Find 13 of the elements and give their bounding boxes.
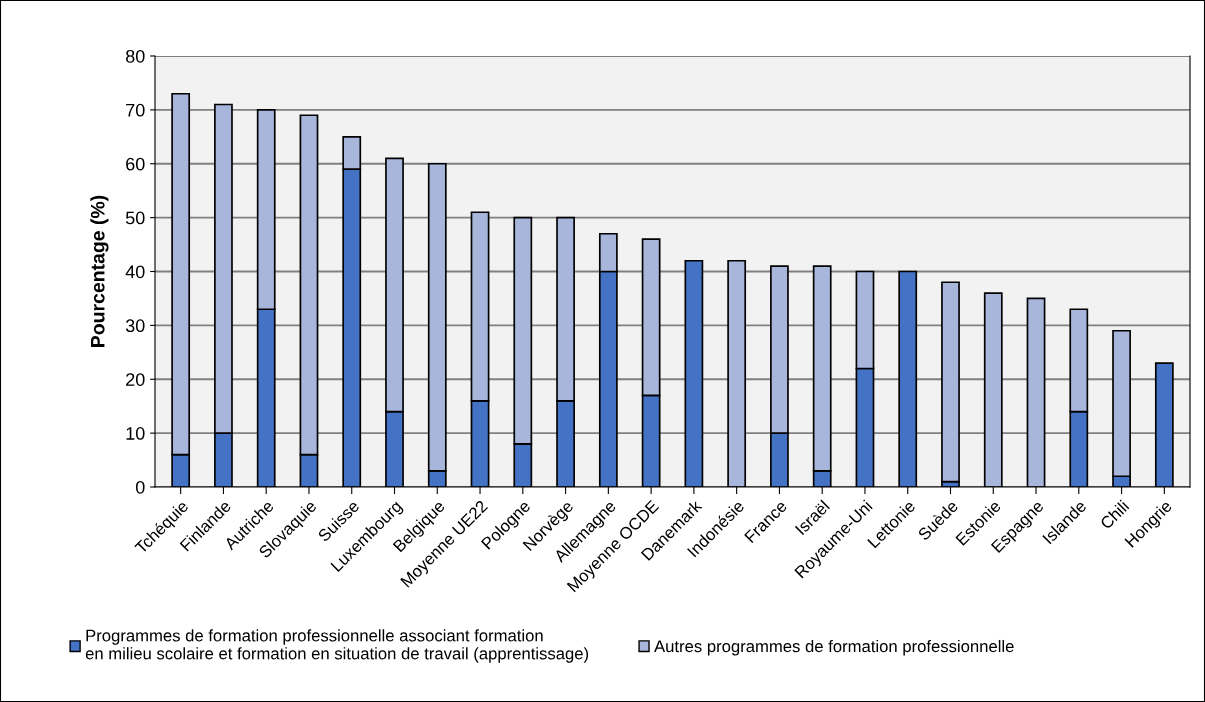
- y-tick-label: 50: [125, 211, 145, 225]
- y-tick-label: 30: [125, 319, 145, 333]
- y-tick-label: 80: [125, 49, 145, 63]
- y-tick-label: 60: [126, 157, 145, 171]
- bar: [941, 281, 960, 483]
- legend-label: Programmes de formation professionnelle associant formation en milieu scolaire et formation en situation de travail (apprentissage): [85, 629, 589, 663]
- y-tick-label: 0: [135, 480, 145, 494]
- y-axis-title: Pourcentage (%): [90, 195, 109, 347]
- y-tick-label: 10: [126, 427, 145, 440]
- y-tick-label: 20: [126, 373, 145, 386]
- legend-label: Autres programmes de formation professionnelle: [654, 639, 1014, 656]
- y-tick-label: 70: [126, 103, 145, 117]
- y-tick-label: 40: [125, 265, 145, 279]
